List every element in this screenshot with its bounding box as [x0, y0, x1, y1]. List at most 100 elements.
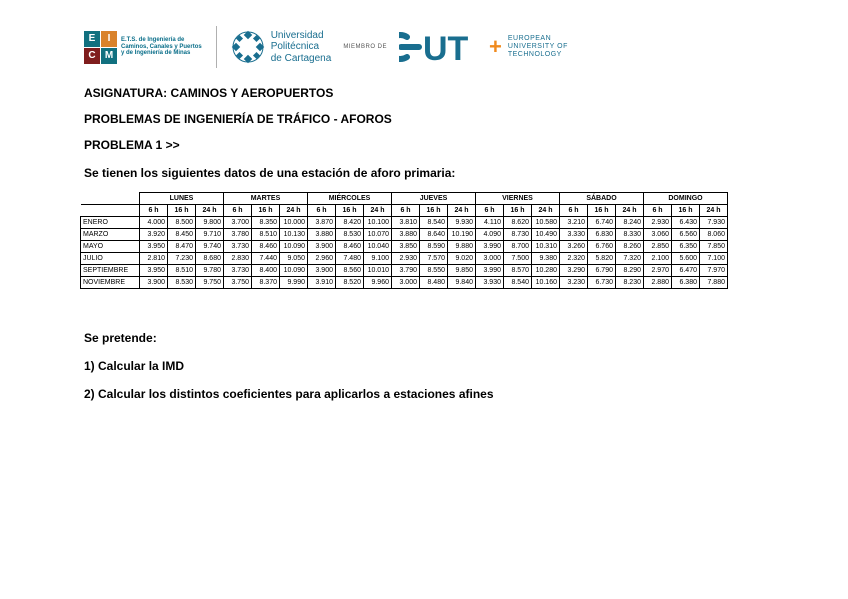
- cell: 3.950: [140, 241, 168, 253]
- cell: 2.880: [644, 277, 672, 289]
- cell: 9.710: [196, 229, 224, 241]
- cell: 8.450: [168, 229, 196, 241]
- cell: 8.060: [700, 229, 728, 241]
- cell: 3.920: [140, 229, 168, 241]
- cell: 3.990: [476, 241, 504, 253]
- eicm-logo: E I C M E.T.S. de Ingeniería de Caminos,…: [84, 31, 202, 64]
- cell: 3.930: [476, 277, 504, 289]
- cell: 8.640: [420, 229, 448, 241]
- divider: [216, 26, 217, 68]
- upct-line2: Politécnica: [271, 41, 332, 53]
- cell: 3.000: [392, 277, 420, 289]
- th-day: DOMINGO: [644, 193, 728, 205]
- cell: 10.040: [364, 241, 392, 253]
- cell: 2.850: [644, 241, 672, 253]
- cell: 5.820: [588, 253, 616, 265]
- cell: 10.280: [532, 265, 560, 277]
- table-head-days: LUNESMARTESMIÉRCOLESJUEVESVIERNESSÁBADOD…: [81, 193, 728, 205]
- th-hour: 6 h: [476, 205, 504, 217]
- cell: 9.800: [196, 217, 224, 229]
- cell: 3.330: [560, 229, 588, 241]
- cell: 8.590: [420, 241, 448, 253]
- cell: 3.210: [560, 217, 588, 229]
- plus-icon: +: [489, 34, 502, 60]
- th-hour: 24 h: [196, 205, 224, 217]
- th-hour: 24 h: [280, 205, 308, 217]
- th-hour: 24 h: [700, 205, 728, 217]
- cell: 8.470: [168, 241, 196, 253]
- cell: 2.960: [308, 253, 336, 265]
- cell: 4.000: [140, 217, 168, 229]
- cell: 10.010: [364, 265, 392, 277]
- cell: 10.070: [364, 229, 392, 241]
- cell: 8.230: [616, 277, 644, 289]
- logo-row: E I C M E.T.S. de Ingeniería de Caminos,…: [84, 26, 788, 68]
- cell: 10.160: [532, 277, 560, 289]
- intro-text: Se tienen los siguientes datos de una es…: [84, 166, 788, 180]
- cell: 9.020: [448, 253, 476, 265]
- cell: 2.100: [644, 253, 672, 265]
- lead-text: Se pretende:: [84, 331, 788, 345]
- cell: 2.320: [560, 253, 588, 265]
- cell: 3.750: [224, 277, 252, 289]
- cell: 7.100: [700, 253, 728, 265]
- cell: 3.000: [476, 253, 504, 265]
- table-row: MARZO3.9208.4509.7103.7808.51010.1303.88…: [81, 229, 728, 241]
- cell: 8.350: [252, 217, 280, 229]
- cell: 3.790: [392, 265, 420, 277]
- row-label: ENERO: [81, 217, 140, 229]
- cell: 9.840: [448, 277, 476, 289]
- cell: 8.420: [336, 217, 364, 229]
- cell: 9.960: [364, 277, 392, 289]
- cell: 9.750: [196, 277, 224, 289]
- cell: 8.520: [336, 277, 364, 289]
- cell: 8.400: [252, 265, 280, 277]
- eicm-text: E.T.S. de Ingeniería de Caminos, Canales…: [121, 37, 202, 58]
- cell: 8.480: [420, 277, 448, 289]
- cell: 7.500: [504, 253, 532, 265]
- eut-text: EUROPEAN UNIVERSITY OF TECHNOLOGY: [508, 35, 568, 59]
- cell: 9.740: [196, 241, 224, 253]
- question-2: 2) Calcular los distintos coeficientes p…: [84, 387, 788, 401]
- cell: 8.330: [616, 229, 644, 241]
- cell: 8.460: [252, 241, 280, 253]
- cell: 9.780: [196, 265, 224, 277]
- th-hour: 6 h: [224, 205, 252, 217]
- cell: 6.830: [588, 229, 616, 241]
- th-hour: 24 h: [448, 205, 476, 217]
- cell: 6.760: [588, 241, 616, 253]
- cell: 4.110: [476, 217, 504, 229]
- row-label: NOVIEMBRE: [81, 277, 140, 289]
- cell: 10.490: [532, 229, 560, 241]
- cell: 8.570: [504, 265, 532, 277]
- cell: 9.850: [448, 265, 476, 277]
- cell: 2.830: [224, 253, 252, 265]
- cell: 10.090: [280, 241, 308, 253]
- th-hour: 16 h: [336, 205, 364, 217]
- th-hour: 24 h: [616, 205, 644, 217]
- cell: 8.460: [336, 241, 364, 253]
- cell: 10.090: [280, 265, 308, 277]
- cell: 7.930: [700, 217, 728, 229]
- cell: 6.350: [672, 241, 700, 253]
- cell: 3.730: [224, 265, 252, 277]
- upct-logo: Universidad Politécnica de Cartagena: [231, 30, 332, 65]
- eicm-line3: y de Ingeniería de Minas: [121, 50, 202, 57]
- cell: 6.380: [672, 277, 700, 289]
- cell: 3.950: [140, 265, 168, 277]
- row-label: JULIO: [81, 253, 140, 265]
- cell: 7.480: [336, 253, 364, 265]
- cell: 7.320: [616, 253, 644, 265]
- miembro-label: MIEMBRO DE: [343, 44, 387, 50]
- row-label: MAYO: [81, 241, 140, 253]
- cell: 3.730: [224, 241, 252, 253]
- cell: 7.970: [700, 265, 728, 277]
- upct-line1: Universidad: [271, 30, 332, 42]
- th-day: MIÉRCOLES: [308, 193, 392, 205]
- cell: 8.680: [196, 253, 224, 265]
- cell: 8.290: [616, 265, 644, 277]
- cell: 10.310: [532, 241, 560, 253]
- page: E I C M E.T.S. de Ingeniería de Caminos,…: [0, 0, 848, 401]
- upct-text: Universidad Politécnica de Cartagena: [271, 30, 332, 65]
- eicm-cell-m: M: [101, 48, 117, 64]
